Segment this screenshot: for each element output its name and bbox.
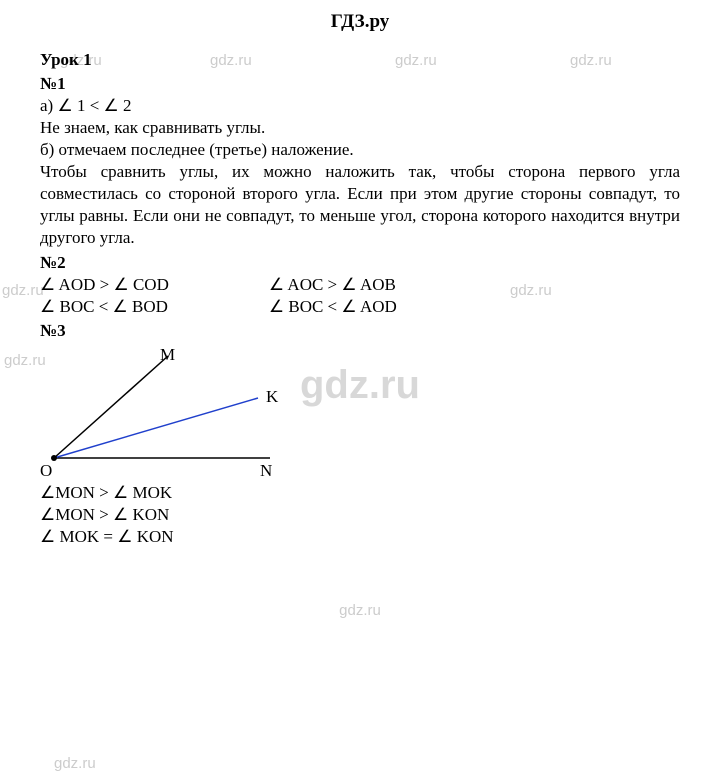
angle-compare-left-1: ∠ BOC < ∠ BOD [40, 296, 169, 318]
diagram-label-K: K [266, 386, 278, 408]
section-3-line-2: ∠ MOK = ∠ KON [40, 526, 680, 548]
site-header: ГДЗ.ру [0, 0, 720, 49]
section-2-title: №2 [40, 252, 680, 274]
section-3-title: №3 [40, 320, 680, 342]
diagram-label-M: M [160, 344, 175, 366]
watermark-text: gdz.ru [2, 281, 44, 301]
angle-compare-right-1: ∠ BOC < ∠ AOD [269, 296, 397, 318]
angle-compare-left-0: ∠ AOD > ∠ COD [40, 274, 169, 296]
section-3-line-0: ∠MON > ∠ MOK [40, 482, 680, 504]
section-1-line-b: Не знаем, как сравнивать углы. [40, 117, 680, 139]
diagram-label-O: O [40, 460, 52, 482]
lesson-title: Урок 1 [40, 49, 680, 71]
section-1-line-c: б) отмечаем последнее (третье) наложение… [40, 139, 680, 161]
angle-diagram: M K O N [40, 348, 300, 478]
angle-compare-right-0: ∠ AOC > ∠ AOB [269, 274, 397, 296]
section-3-line-1: ∠MON > ∠ KON [40, 504, 680, 526]
section-1-title: №1 [40, 73, 680, 95]
section-1-line-a: а) ∠ 1 < ∠ 2 [40, 95, 680, 117]
section-2-comparisons: ∠ AOD > ∠ COD ∠ BOC < ∠ BOD ∠ AOC > ∠ AO… [40, 274, 680, 318]
diagram-label-N: N [260, 460, 272, 482]
watermark-text: gdz.ru [54, 754, 96, 773]
watermark-footer: gdz.ru [0, 601, 720, 621]
section-1-paragraph: Чтобы сравнить углы, их можно наложить т… [40, 161, 680, 249]
